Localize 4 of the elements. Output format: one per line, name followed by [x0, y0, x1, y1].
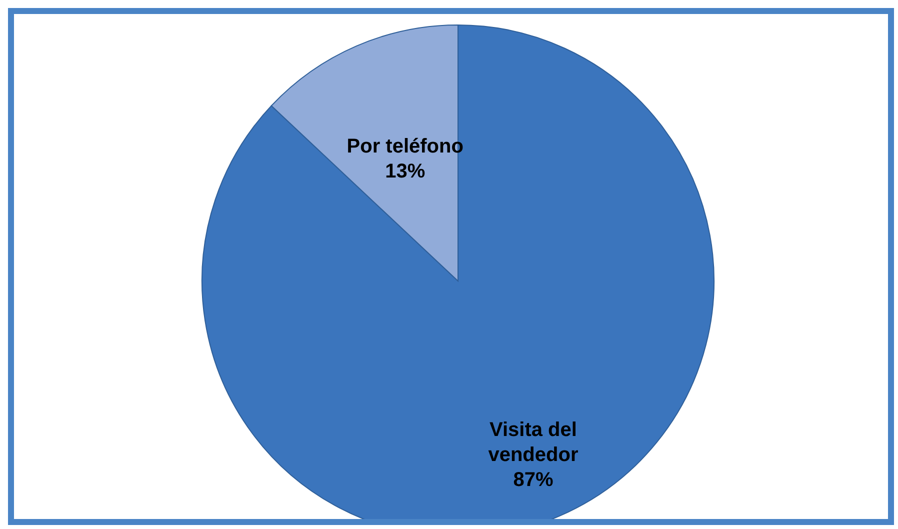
slice-label: Por teléfono — [346, 135, 464, 158]
data-label: 87% — [513, 468, 554, 491]
data-label: 13% — [385, 160, 426, 182]
slice-label: Visita del vendedor — [488, 418, 578, 466]
